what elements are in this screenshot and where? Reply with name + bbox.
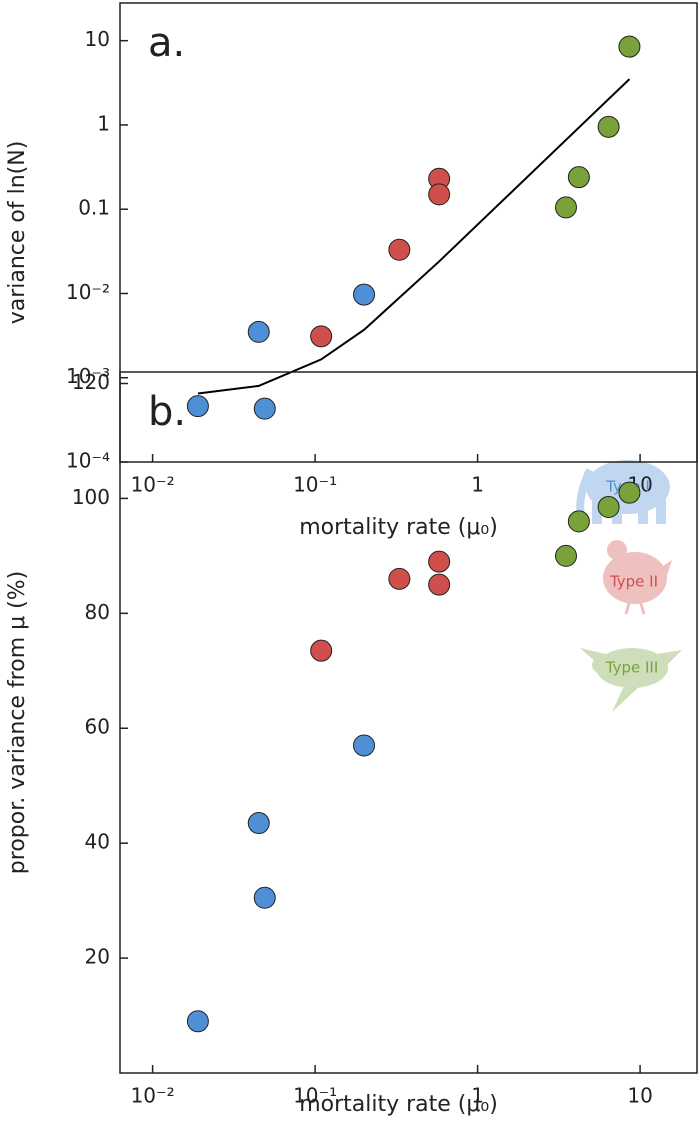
data-point	[597, 496, 620, 519]
x-tick-label: 10⁻¹	[293, 473, 337, 497]
data-point	[388, 238, 411, 261]
data-point	[186, 1010, 209, 1033]
y-tick-label: 0.1	[78, 196, 110, 220]
data-point	[567, 166, 590, 189]
x-tick-label: 10⁻¹	[293, 1084, 337, 1108]
data-point	[310, 639, 333, 662]
model-line	[197, 78, 631, 395]
y-axis-label: propor. variance from μ (%)	[5, 571, 30, 874]
data-point	[428, 573, 451, 596]
y-tick-label: 60	[85, 715, 110, 739]
turtle-icon	[580, 648, 682, 712]
data-point	[353, 734, 376, 757]
data-point	[186, 395, 209, 418]
y-tick-label: 1	[97, 111, 110, 135]
x-tick-label: 1	[471, 1084, 484, 1108]
data-point	[253, 886, 276, 909]
plot-frame	[119, 371, 698, 1074]
data-point	[555, 196, 578, 219]
data-point	[310, 325, 333, 348]
x-tick-label: 10	[627, 1084, 652, 1108]
data-point	[428, 550, 451, 573]
data-point	[388, 567, 411, 590]
y-tick-label: 20	[85, 945, 110, 969]
y-tick-label: 10⁻²	[66, 280, 110, 304]
x-tick-label: 10⁻²	[131, 1084, 175, 1108]
legend-label: Type III	[605, 659, 659, 677]
data-point	[247, 320, 270, 343]
x-tick-label: 1	[471, 473, 484, 497]
data-point	[353, 283, 376, 306]
y-tick-label: 100	[72, 485, 110, 509]
y-tick-label: 10⁻³	[66, 364, 110, 388]
x-axis-label: mortality rate (μ₀)	[299, 515, 498, 540]
data-point	[253, 397, 276, 420]
data-point	[618, 481, 641, 504]
y-axis-label: variance of ln(N)	[5, 141, 30, 325]
data-point	[428, 183, 451, 206]
y-tick-label: 10	[85, 27, 110, 51]
panel-label: b.	[148, 389, 186, 435]
data-point	[597, 115, 620, 138]
bird-icon	[603, 540, 672, 615]
y-tick-label: 120	[72, 370, 110, 394]
data-point	[567, 510, 590, 533]
y-tick-label: 80	[85, 600, 110, 624]
data-point	[247, 812, 270, 835]
data-point	[555, 544, 578, 567]
plot-frame	[119, 2, 698, 463]
x-tick-label: 10⁻²	[131, 473, 175, 497]
legend-label: Type II	[609, 573, 658, 591]
x-axis-label: mortality rate (μ₀)	[299, 1092, 498, 1117]
data-point	[618, 35, 641, 58]
y-tick-label: 40	[85, 830, 110, 854]
panel-label: a.	[148, 20, 185, 66]
y-tick-label: 10⁻⁴	[66, 449, 110, 473]
